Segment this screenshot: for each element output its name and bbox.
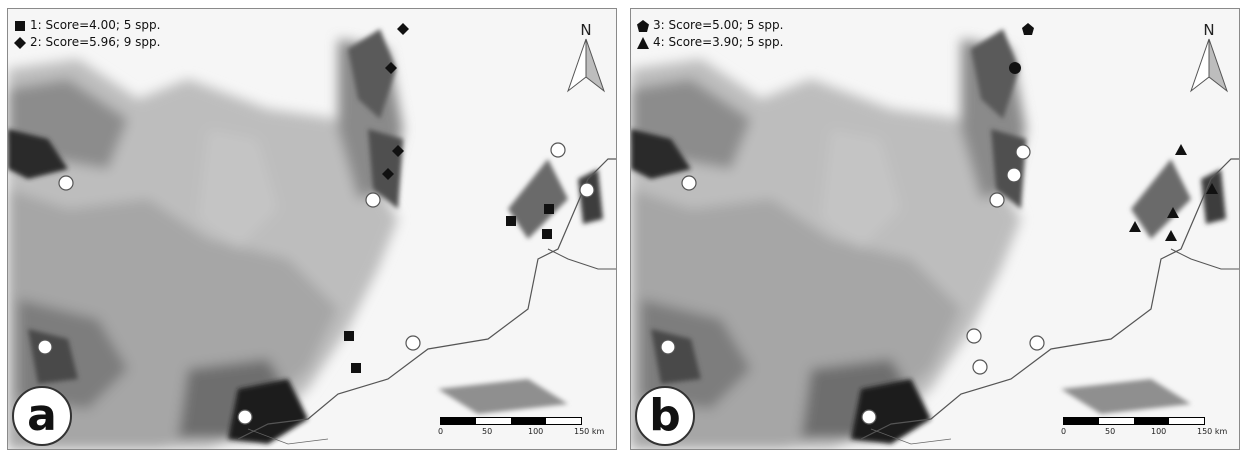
triangle-icon <box>637 36 649 49</box>
north-label: N <box>580 21 591 39</box>
open-circle-marker <box>550 142 566 158</box>
legend-label: 2: Score=5.96; 9 spp. <box>30 35 161 49</box>
map-panel-a: 1: Score=4.00; 5 spp. 2: Score=5.96; 9 s… <box>7 8 617 450</box>
scale-tick-label: 0 <box>438 427 444 436</box>
scale-tick-label: 50 <box>482 427 493 436</box>
open-circle-marker <box>579 182 595 198</box>
scale-bar-graphic <box>1063 417 1205 425</box>
open-circle-markers-a <box>37 142 595 425</box>
legend-label: 4: Score=3.90; 5 spp. <box>653 35 784 49</box>
triangle-marker <box>1206 183 1218 194</box>
scale-tick-label: 100 <box>1151 427 1167 436</box>
diamond-marker <box>382 168 394 180</box>
open-circle-marker <box>989 192 1005 208</box>
legend-label: 3: Score=5.00; 5 spp. <box>653 18 784 32</box>
pentagon-markers <box>1009 23 1034 74</box>
open-circle-markers-b <box>660 144 1045 425</box>
legend-row-square: 1: Score=4.00; 5 spp. <box>14 17 160 34</box>
open-circle-marker <box>1029 335 1045 351</box>
triangle-marker <box>1129 221 1141 232</box>
open-circle-marker <box>405 335 421 351</box>
panel-label-b: b <box>635 386 695 446</box>
scale-tick-label: 0 <box>1061 427 1067 436</box>
scale-tick-label: 150 km <box>574 427 605 436</box>
scale-bar-a: 0 50 100 150 km <box>438 415 608 445</box>
triangle-marker <box>1167 207 1179 218</box>
open-circle-marker <box>861 409 877 425</box>
square-markers <box>344 204 554 373</box>
square-marker <box>506 216 516 226</box>
legend-row-triangle: 4: Score=3.90; 5 spp. <box>637 34 783 51</box>
open-circle-marker <box>1015 144 1031 160</box>
triangle-markers <box>1129 144 1218 241</box>
scale-tick-label: 50 <box>1105 427 1116 436</box>
pentagon-marker <box>1022 23 1034 35</box>
legend-row-diamond: 2: Score=5.96; 9 spp. <box>14 34 160 51</box>
pentagon-icon <box>637 19 649 32</box>
open-circle-marker <box>58 175 74 191</box>
scale-bar-graphic <box>440 417 582 425</box>
terrain-map-a <box>8 9 616 449</box>
square-icon <box>15 20 25 31</box>
open-circle-marker <box>966 328 982 344</box>
open-circle-marker <box>660 339 676 355</box>
legend-label: 1: Score=4.00; 5 spp. <box>30 18 161 32</box>
square-marker <box>542 229 552 239</box>
diamond-icon <box>14 36 26 49</box>
north-label: N <box>1203 21 1214 39</box>
square-marker <box>351 363 361 373</box>
diamond-markers <box>382 23 409 180</box>
scale-tick-label: 100 <box>528 427 544 436</box>
pentagon-marker <box>1009 62 1021 74</box>
legend-row-pentagon: 3: Score=5.00; 5 spp. <box>637 17 783 34</box>
panel-label-a: a <box>12 386 72 446</box>
diamond-marker <box>392 145 404 157</box>
triangle-marker <box>1165 230 1177 241</box>
open-circle-marker <box>237 409 253 425</box>
north-arrow-icon: N <box>566 21 606 93</box>
open-circle-marker <box>1006 167 1022 183</box>
triangle-marker <box>1175 144 1187 155</box>
open-circle-marker <box>681 175 697 191</box>
square-marker <box>344 331 354 341</box>
legend-b: 3: Score=5.00; 5 spp. 4: Score=3.90; 5 s… <box>637 17 783 51</box>
terrain-map-b <box>631 9 1239 449</box>
map-panel-b: 3: Score=5.00; 5 spp. 4: Score=3.90; 5 s… <box>630 8 1240 450</box>
open-circle-marker <box>365 192 381 208</box>
legend-a: 1: Score=4.00; 5 spp. 2: Score=5.96; 9 s… <box>14 17 160 51</box>
square-marker <box>544 204 554 214</box>
diamond-marker <box>397 23 409 35</box>
open-circle-marker <box>37 339 53 355</box>
diamond-marker <box>385 62 397 74</box>
scale-bar-b: 0 50 100 150 km <box>1061 415 1231 445</box>
open-circle-marker <box>972 359 988 375</box>
north-arrow-icon: N <box>1189 21 1229 93</box>
scale-tick-label: 150 km <box>1197 427 1228 436</box>
